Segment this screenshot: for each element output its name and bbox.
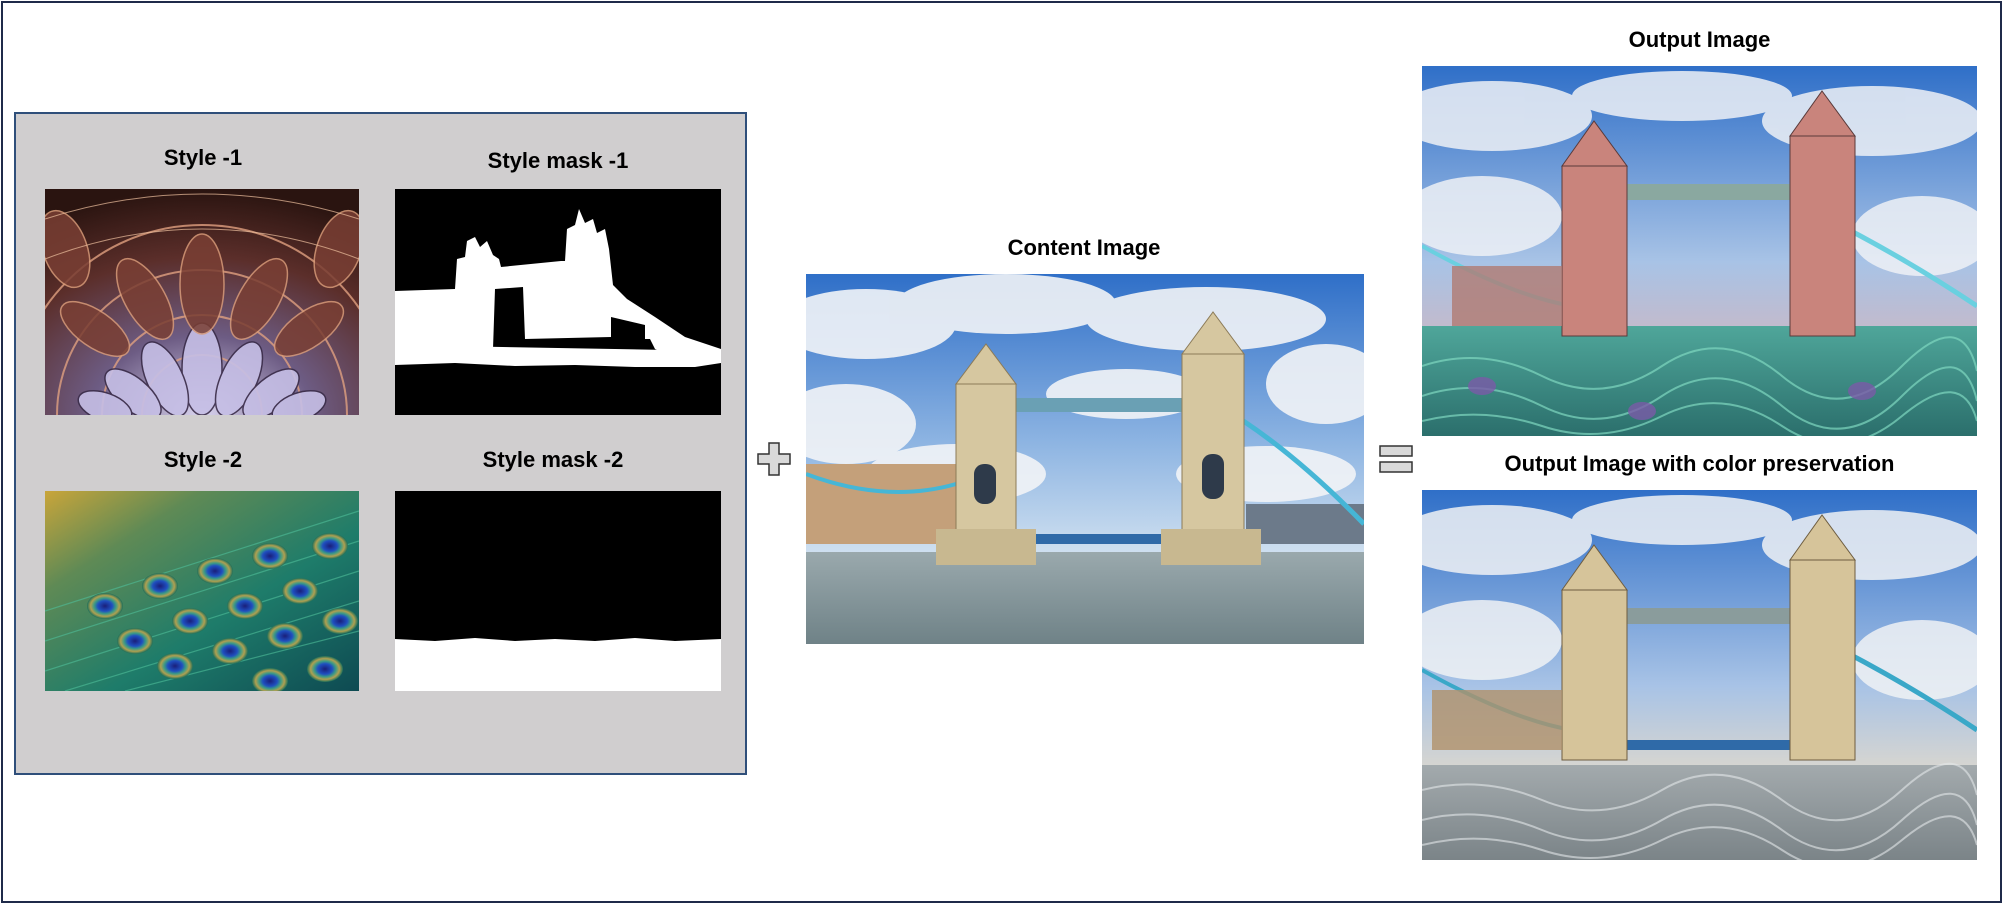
output-image-label: Output Image [1628, 27, 1771, 52]
content-image-label: Content Image [1007, 235, 1161, 260]
plus-icon [756, 441, 792, 477]
output-image [1422, 66, 1977, 436]
style-mask-1-label: Style mask -1 [487, 148, 629, 173]
style-1-label: Style -1 [163, 145, 243, 170]
equals-icon [1378, 444, 1414, 474]
style-2-image [45, 491, 359, 691]
output-color-preservation-image [1422, 490, 1977, 860]
style-mask-1-image [395, 189, 721, 415]
style-2-label: Style -2 [163, 447, 243, 472]
content-image [806, 274, 1364, 644]
output-color-preservation-label: Output Image with color preservation [1504, 451, 1895, 476]
style-mask-2-label: Style mask -2 [482, 447, 624, 472]
style-mask-2-image [395, 491, 721, 691]
style-1-image [45, 189, 359, 415]
